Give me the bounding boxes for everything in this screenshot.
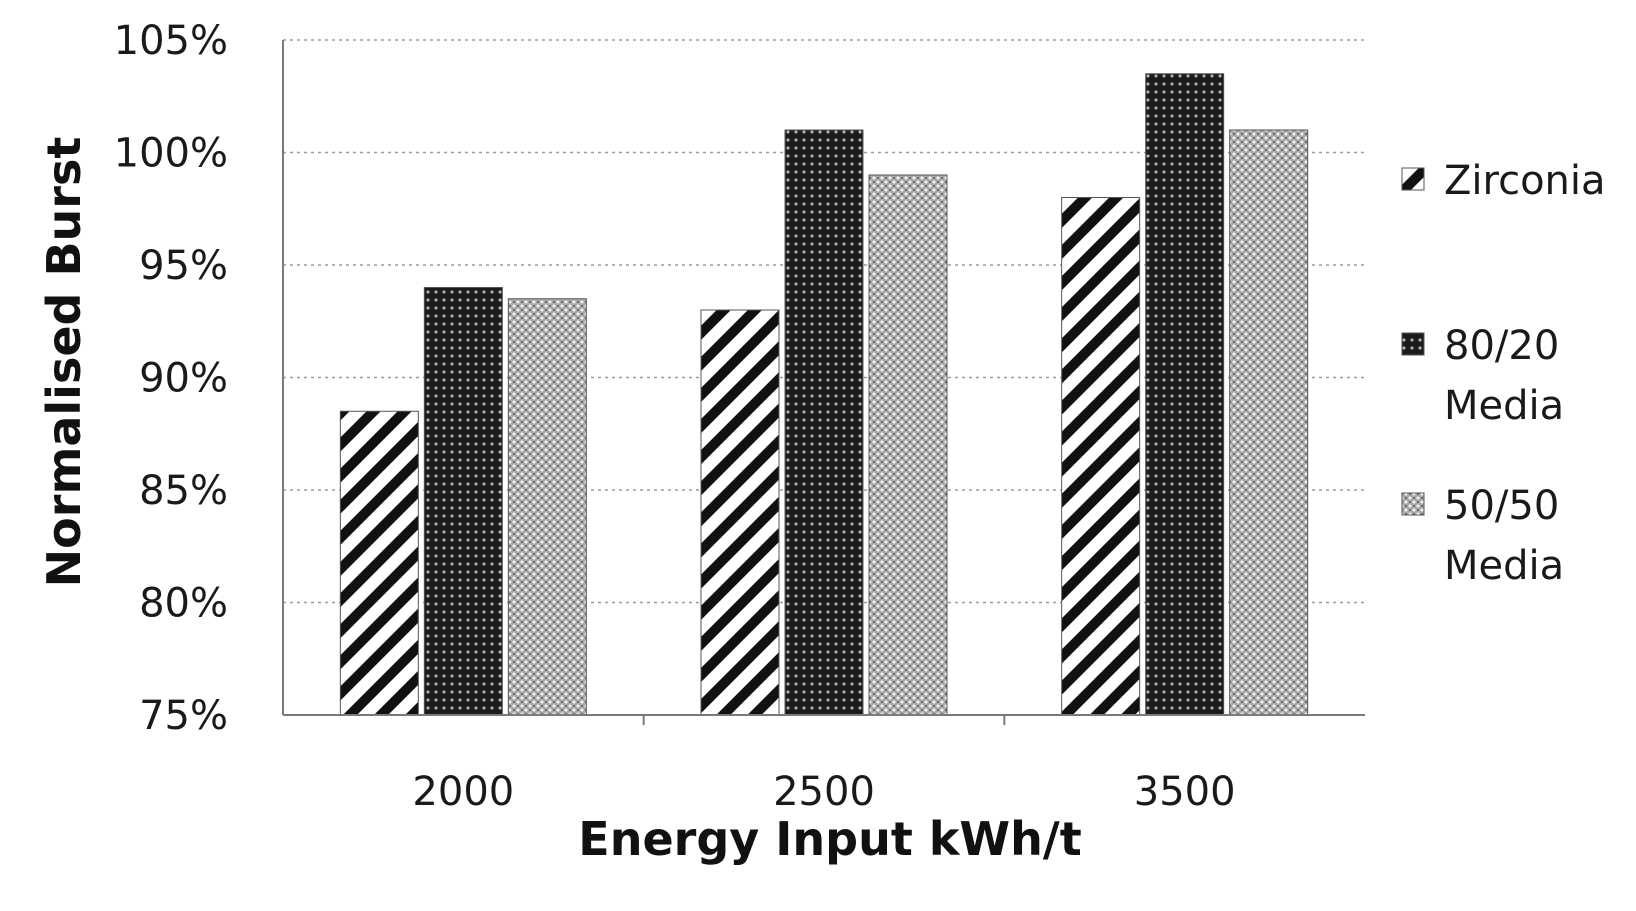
y-tick-label: 85% [139,468,228,514]
y-tick-label: 105% [114,18,228,64]
legend-swatch [1402,493,1424,515]
x-tick-label: 3500 [1134,769,1236,815]
bar [869,175,947,715]
bar-chart: 75% 80% 85% 90% 95% 100% 105% 2000 2500 3500 Nor… [0,0,1636,911]
legend-label: 50/50 [1444,483,1559,529]
y-tick-label: 100% [114,131,228,177]
x-axis-title: Energy Input kWh/t [578,812,1081,866]
x-tick-label: 2500 [773,769,875,815]
legend: Zirconia 80/20 Media 50/50 Media [1402,158,1606,589]
legend-swatch [1402,333,1424,355]
bars [340,74,1307,715]
x-tick-label: 2000 [412,769,514,815]
y-tick-label: 75% [139,693,228,739]
legend-label: Media [1444,383,1564,429]
bar [785,130,863,715]
bar [1062,198,1140,716]
x-tick-labels: 2000 2500 3500 [412,769,1235,815]
legend-swatch [1402,168,1424,190]
legend-label: 80/20 [1444,323,1559,369]
y-axis-title: Normalised Burst [37,137,91,588]
y-tick-labels: 75% 80% 85% 90% 95% 100% 105% [114,18,228,739]
legend-label: Zirconia [1444,158,1606,204]
bar [508,299,586,715]
y-tick-label: 80% [139,581,228,627]
bar [340,411,418,715]
bar [1230,130,1308,715]
bar [701,310,779,715]
bar [1146,74,1224,715]
y-tick-label: 95% [139,243,228,289]
legend-label: Media [1444,543,1564,589]
bar [424,288,502,716]
y-tick-label: 90% [139,356,228,402]
